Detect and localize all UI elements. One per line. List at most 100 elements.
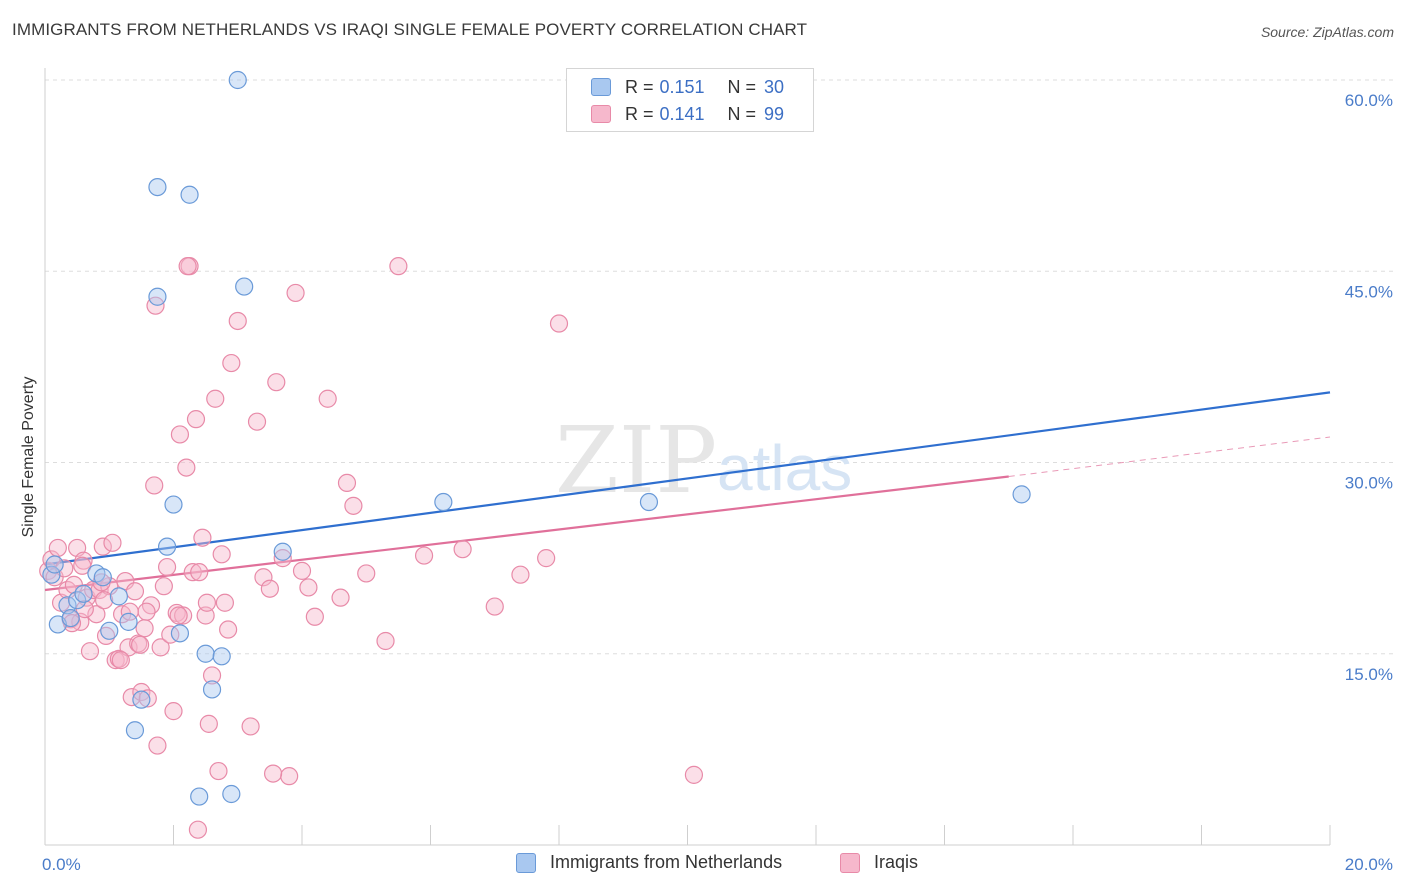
- data-point-pink: [80, 642, 100, 661]
- trend-line-dashed-pink: [1008, 436, 1331, 478]
- data-point-pink: [273, 549, 292, 568]
- data-point-pink: [190, 563, 209, 582]
- data-point-blue: [109, 587, 128, 606]
- legend-row-netherlands: R = 0.151 N = 30: [591, 75, 784, 99]
- data-point-pink: [177, 458, 196, 477]
- legend-n-value: 30: [764, 76, 785, 97]
- data-point-pink: [376, 631, 395, 651]
- data-point-pink: [684, 765, 704, 784]
- data-point-pink: [222, 353, 241, 373]
- data-point-pink: [96, 626, 116, 646]
- legend-label-iraqis: Iraqis: [874, 852, 919, 872]
- data-point-pink: [146, 296, 165, 315]
- axes: [44, 68, 1331, 846]
- data-point-blue: [1012, 485, 1031, 504]
- data-point-blue: [202, 680, 222, 699]
- data-point-pink: [93, 537, 112, 556]
- legend-swatch-pink: [840, 852, 860, 873]
- data-point-pink: [157, 557, 177, 577]
- data-point-pink: [161, 625, 180, 644]
- y-axis-label: Single Female Poverty: [20, 377, 37, 538]
- data-point-blue: [273, 542, 292, 561]
- data-point-pink: [170, 425, 190, 444]
- legend-swatch-blue: [591, 78, 611, 96]
- y-tick-label: 60.0%: [1345, 91, 1393, 110]
- legend-label-netherlands: Immigrants from Netherlands: [550, 852, 783, 872]
- data-point-pink: [202, 666, 222, 685]
- data-point-pink: [73, 556, 92, 575]
- data-point-pink: [344, 496, 363, 515]
- data-point-pink: [263, 764, 283, 783]
- data-point-blue: [93, 568, 112, 587]
- data-point-pink: [125, 582, 145, 601]
- legend-swatch-blue: [516, 852, 536, 873]
- data-point-pink: [337, 473, 357, 492]
- data-point-blue: [228, 70, 247, 90]
- data-point-pink: [188, 820, 208, 839]
- data-point-blue: [119, 612, 138, 631]
- data-point-pink: [260, 579, 279, 598]
- y-tick-label: 15.0%: [1345, 665, 1393, 684]
- data-point-pink: [299, 578, 318, 597]
- data-point-blue: [74, 584, 93, 603]
- data-point-pink: [254, 568, 273, 587]
- data-point-pink: [137, 602, 156, 621]
- data-point-blue: [170, 624, 190, 643]
- data-point-pink: [228, 311, 247, 331]
- legend-series: Immigrants from Netherlands Iraqis: [0, 852, 1406, 878]
- data-point-blue: [45, 555, 64, 574]
- data-point-pink: [247, 412, 267, 431]
- data-point-blue: [235, 277, 254, 296]
- data-point-blue: [148, 287, 167, 306]
- data-point-pink: [206, 389, 225, 408]
- data-point-blue: [212, 647, 231, 666]
- data-point-pink: [331, 588, 350, 607]
- data-point-pink: [286, 283, 305, 303]
- data-point-pink: [138, 689, 157, 708]
- data-point-pink: [212, 545, 231, 564]
- legend-r-label: R =: [625, 76, 654, 97]
- data-point-pink: [219, 620, 238, 639]
- trend-line-pink: [44, 475, 1009, 592]
- data-point-pink: [389, 257, 408, 276]
- data-point-pink: [183, 563, 202, 582]
- watermark-atlas: atlas: [717, 432, 852, 504]
- data-point-blue: [164, 495, 183, 514]
- data-point-pink: [241, 717, 260, 736]
- data-point-pink: [305, 607, 324, 626]
- data-points: [39, 70, 1031, 839]
- data-point-pink: [267, 373, 286, 392]
- data-point-pink: [178, 257, 197, 276]
- data-point-pink: [209, 761, 228, 781]
- data-point-pink: [280, 767, 299, 786]
- data-point-pink: [318, 389, 337, 408]
- y-tick-label: 45.0%: [1345, 282, 1393, 301]
- data-point-pink: [103, 533, 122, 552]
- data-point-blue: [434, 492, 453, 512]
- data-point-blue: [190, 787, 209, 806]
- data-point-blue: [148, 178, 167, 197]
- x-tick-label: 20.0%: [1345, 855, 1393, 874]
- watermark: ZIP atlas: [555, 407, 852, 514]
- data-point-pink: [95, 591, 114, 610]
- data-point-blue: [100, 621, 119, 640]
- data-point-pink: [453, 540, 472, 559]
- data-point-pink: [42, 550, 61, 569]
- data-point-pink: [186, 410, 206, 429]
- data-point-blue: [132, 690, 151, 709]
- legend-n-label: N =: [727, 76, 757, 97]
- data-point-pink: [357, 564, 376, 583]
- data-point-pink: [549, 314, 569, 333]
- data-point-pink: [485, 597, 504, 616]
- data-point-pink: [148, 736, 167, 755]
- data-point-pink: [174, 606, 193, 625]
- data-point-pink: [292, 561, 312, 580]
- source-credit: Source: ZipAtlas.com: [1260, 24, 1394, 40]
- trend-line-blue: [44, 391, 1331, 566]
- y-tick-label: 30.0%: [1345, 474, 1393, 493]
- legend-item-iraqis: Iraqis: [840, 852, 918, 873]
- data-point-blue: [180, 185, 199, 204]
- trend-lines: [44, 391, 1331, 592]
- data-point-pink: [164, 702, 183, 721]
